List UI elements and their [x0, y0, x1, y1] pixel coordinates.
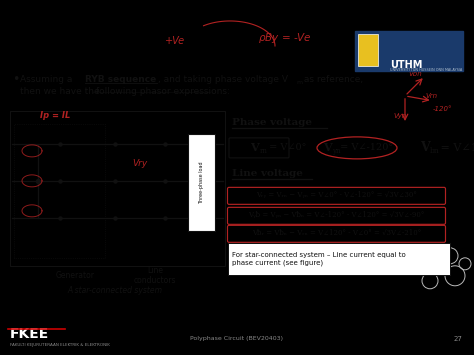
Text: FAKULTI KEJURUTERAAN ELEKTRIK & ELEKTRONIK: FAKULTI KEJURUTERAAN ELEKTRIK & ELEKTRON…: [10, 343, 110, 347]
Text: Vrn: Vrn: [426, 93, 438, 99]
Text: Vry: Vry: [132, 159, 147, 168]
Text: Generator: Generator: [55, 271, 94, 280]
Text: bn: bn: [430, 147, 440, 155]
Text: rn: rn: [260, 147, 268, 155]
Text: +Ve: +Ve: [165, 36, 185, 46]
Text: Polyphase Circuit (BEV20403): Polyphase Circuit (BEV20403): [191, 337, 283, 342]
Text: following phasor expressions:: following phasor expressions:: [93, 87, 230, 97]
Text: For star-connected system – Line current equal to
phase current (see figure): For star-connected system – Line current…: [232, 252, 406, 266]
FancyBboxPatch shape: [355, 31, 463, 71]
Text: Ip = IL: Ip = IL: [40, 111, 70, 120]
Text: = V∠0°: = V∠0°: [266, 143, 306, 152]
Text: V: V: [420, 141, 430, 154]
Text: Vᵧƀ = Vᵧₙ − Vƀₙ = V∠-120° - V∠120° = √3V∠-90°: Vᵧƀ = Vᵧₙ − Vƀₙ = V∠-120° - V∠120° = √3V…: [248, 211, 425, 219]
Text: UNIVERSITI TUN HUSSEIN ONN MALAYSIA: UNIVERSITI TUN HUSSEIN ONN MALAYSIA: [390, 68, 462, 72]
Text: Phase voltage: Phase voltage: [232, 119, 312, 127]
Text: V: V: [250, 142, 259, 153]
Text: Three-phase load: Three-phase load: [199, 161, 204, 204]
Text: = V∠120°: = V∠120°: [437, 143, 474, 153]
Text: FKEE: FKEE: [10, 327, 49, 341]
Text: •: •: [12, 73, 19, 86]
FancyBboxPatch shape: [228, 243, 450, 275]
Text: A star-connected system: A star-connected system: [67, 286, 163, 295]
Text: then we have the: then we have the: [20, 87, 100, 97]
Text: , and taking phase voltage V: , and taking phase voltage V: [158, 75, 288, 84]
Text: Vᵣᵧ = Vᵣₙ − Vᵧₙ = V∠0° - V∠-120° = √3V∠30°: Vᵣᵧ = Vᵣₙ − Vᵧₙ = V∠0° - V∠-120° = √3V∠3…: [256, 191, 417, 199]
Text: as reference,: as reference,: [301, 75, 363, 84]
Text: $\rho$By = -Ve: $\rho$By = -Ve: [258, 31, 312, 45]
Text: Vƀᵣ = Vƀₙ − Vᵣₙ = V∠120° - V∠0° = √3V∠-210°: Vƀᵣ = Vƀₙ − Vᵣₙ = V∠120° - V∠0° = √3V∠-2…: [252, 229, 421, 237]
Text: Vyn: Vyn: [393, 113, 407, 119]
Text: -120°: -120°: [432, 106, 452, 112]
Text: yn: yn: [332, 147, 340, 155]
FancyBboxPatch shape: [358, 34, 378, 66]
Text: Vbn: Vbn: [408, 71, 422, 77]
Text: Line voltage: Line voltage: [232, 169, 303, 178]
Text: = V∠-120°: = V∠-120°: [337, 143, 393, 152]
Text: Assuming a: Assuming a: [20, 75, 75, 84]
FancyBboxPatch shape: [188, 134, 215, 231]
Text: m: m: [296, 80, 302, 85]
Text: Line
conductors: Line conductors: [134, 266, 176, 285]
Text: 27: 27: [453, 336, 462, 342]
Text: UTHM: UTHM: [390, 60, 422, 70]
Text: RYB sequence: RYB sequence: [85, 75, 156, 84]
Text: V: V: [323, 142, 332, 153]
